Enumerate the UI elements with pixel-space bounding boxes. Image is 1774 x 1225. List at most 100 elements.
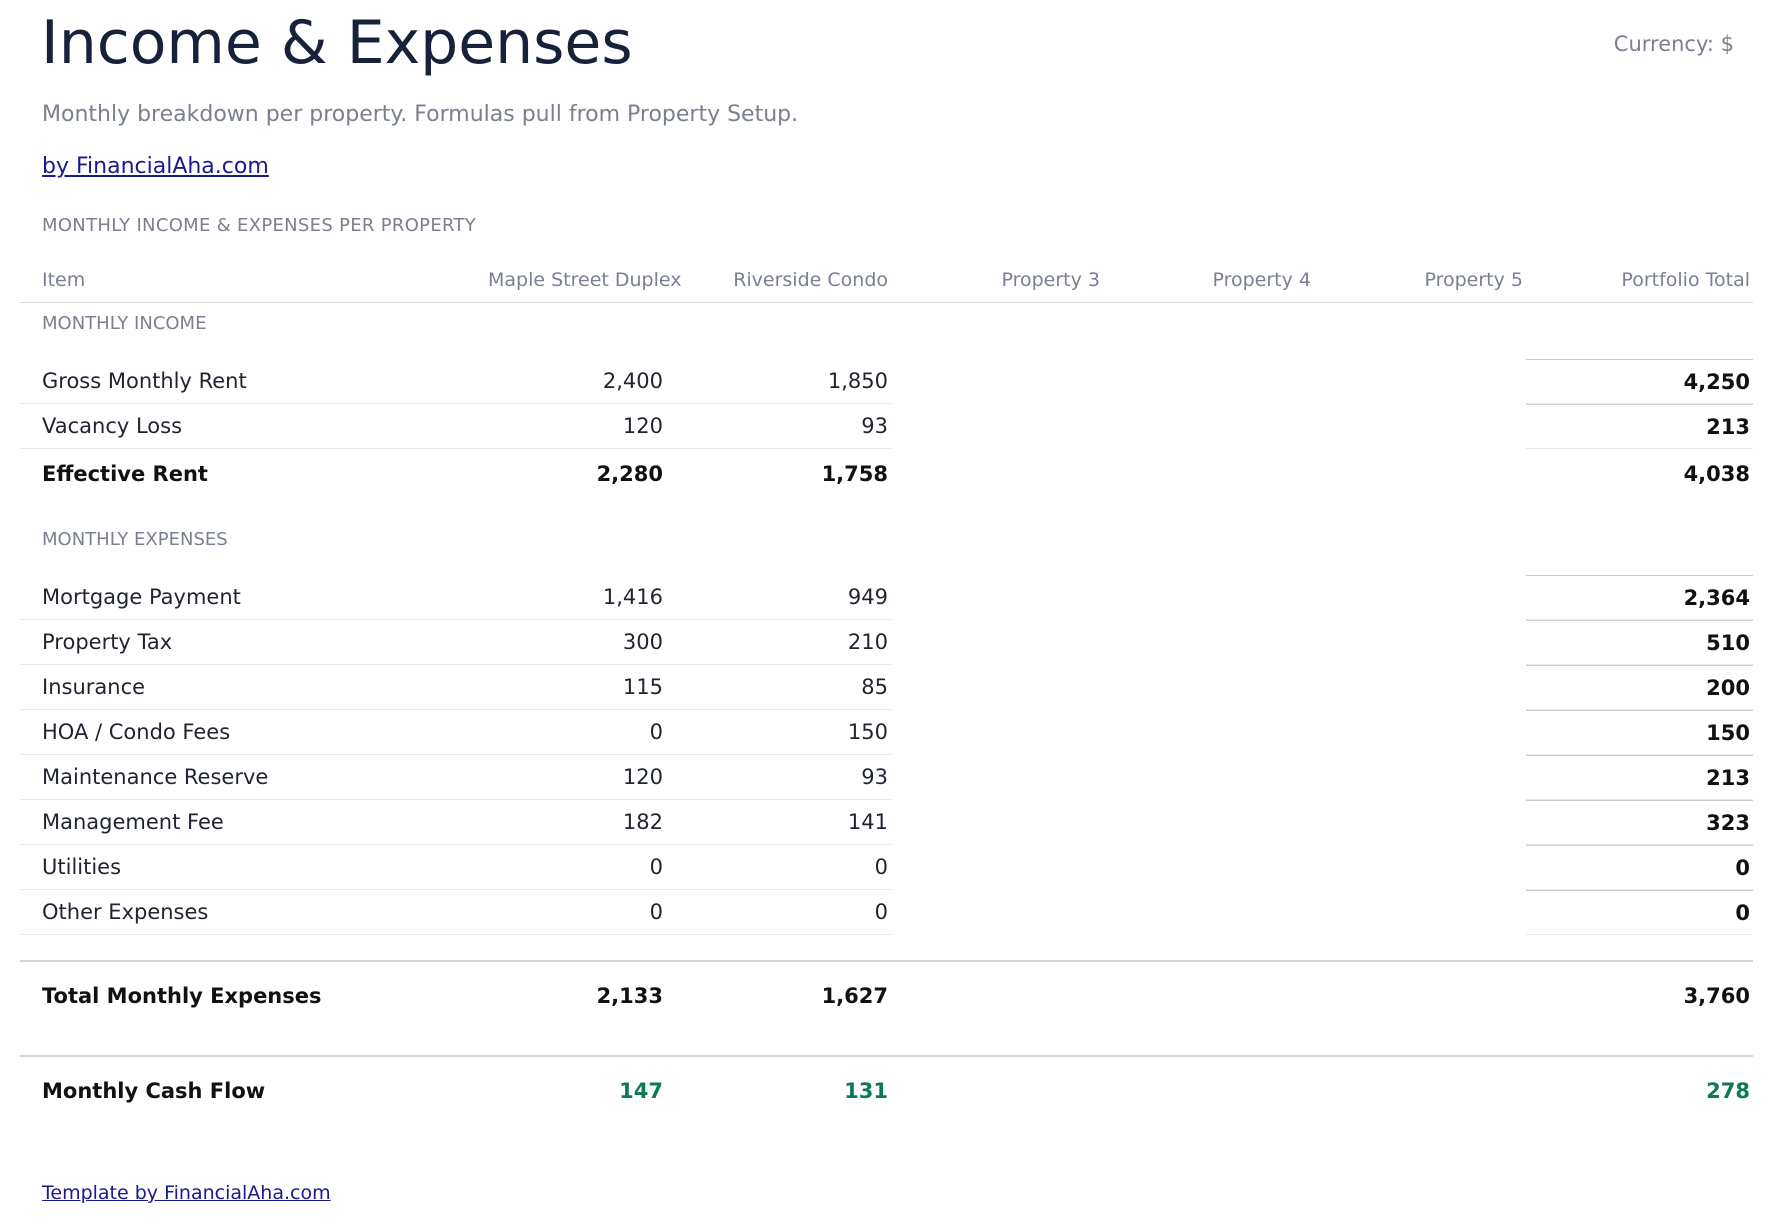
row-label: Other Expenses <box>20 890 466 935</box>
cell-value: 510 <box>1526 620 1753 665</box>
cell-value: 0 <box>466 710 666 755</box>
cell-value: 120 <box>466 755 666 800</box>
cell-value <box>891 404 1103 449</box>
cell-value <box>1103 620 1314 665</box>
cell-value <box>1103 890 1314 935</box>
cell-value <box>891 890 1103 935</box>
cell-value: 213 <box>1526 404 1753 449</box>
cell-value: 0 <box>1526 890 1753 935</box>
data-row: Gross Monthly Rent 2,400 1,850 4,250 <box>20 359 1753 404</box>
cell-value: 4,038 <box>1683 462 1750 486</box>
cell-value: 200 <box>1526 665 1753 710</box>
cell-value: 323 <box>1526 800 1753 845</box>
cell-value: Riverside Condo <box>733 269 888 291</box>
cell-value: 1,416 <box>466 575 666 620</box>
row-label: Property Tax <box>20 620 466 665</box>
cell-value <box>1314 755 1526 800</box>
cell-value: 278 <box>1706 1079 1750 1103</box>
cell-value <box>1103 359 1314 404</box>
data-row: HOA / Condo Fees 0 150 150 <box>20 710 1753 755</box>
cell-value: 2,280 <box>596 462 663 486</box>
cell-value: 93 <box>666 404 891 449</box>
cell-value: 4,250 <box>1526 359 1753 404</box>
cell-value: 210 <box>666 620 891 665</box>
section-label: MONTHLY INCOME & EXPENSES PER PROPERTY <box>42 215 477 236</box>
cell-value <box>1314 575 1526 620</box>
spacer <box>20 499 1753 519</box>
cell-value <box>1103 665 1314 710</box>
cell-value: 1,758 <box>821 462 888 486</box>
header-link[interactable]: by FinancialAha.com <box>42 154 269 179</box>
data-row: Mortgage Payment 1,416 949 2,364 <box>20 575 1753 620</box>
row-label: Maintenance Reserve <box>20 755 466 800</box>
cell-value: 3,760 <box>1683 984 1750 1008</box>
cell-value: 1,850 <box>666 359 891 404</box>
cell-value: 150 <box>1526 710 1753 755</box>
cell-value <box>891 845 1103 890</box>
header-row: Item Maple Street Duplex Riverside Condo Pr… <box>20 258 1753 303</box>
row-label: Utilities <box>20 845 466 890</box>
row-label: Gross Monthly Rent <box>20 359 466 404</box>
row-label: Total Monthly Expenses <box>42 984 322 1008</box>
cell-value: 0 <box>466 890 666 935</box>
subtitle: Monthly breakdown per property. Formulas… <box>42 102 799 127</box>
group-label: MONTHLY INCOME <box>42 313 207 334</box>
data-row: Management Fee 182 141 323 <box>20 800 1753 845</box>
cell-value: 0 <box>666 845 891 890</box>
data-row: Utilities 0 0 0 <box>20 845 1753 890</box>
currency-label: Currency: $ <box>1613 32 1734 56</box>
cell-value: Maple Street Duplex <box>488 269 682 291</box>
cell-value <box>891 665 1103 710</box>
cell-value: 93 <box>666 755 891 800</box>
cell-value <box>1314 710 1526 755</box>
row-label: Management Fee <box>20 800 466 845</box>
cell-value <box>891 575 1103 620</box>
cell-value <box>1103 710 1314 755</box>
row-label: Item <box>42 269 86 291</box>
table: Item Maple Street Duplex Riverside Condo Pr… <box>20 258 1753 1125</box>
cell-value: 0 <box>666 890 891 935</box>
cell-value: 147 <box>619 1079 663 1103</box>
cell-value: 213 <box>1526 755 1753 800</box>
cell-value: 150 <box>666 710 891 755</box>
cell-value <box>1103 404 1314 449</box>
cell-value <box>1314 845 1526 890</box>
cell-value: Property 4 <box>1212 269 1311 291</box>
cell-value <box>1103 800 1314 845</box>
total-row: Total Monthly Expenses 2,133 1,627 3,760 <box>20 960 1753 1030</box>
cell-value <box>891 359 1103 404</box>
cell-value: 2,133 <box>596 984 663 1008</box>
cell-value: 2,400 <box>466 359 666 404</box>
cell-value: 0 <box>466 845 666 890</box>
cell-value: 141 <box>666 800 891 845</box>
cash-flow-row: Monthly Cash Flow 147 131 278 <box>20 1055 1753 1125</box>
group-label: MONTHLY EXPENSES <box>42 529 228 550</box>
cell-value: 120 <box>466 404 666 449</box>
cell-value <box>891 620 1103 665</box>
data-row: Maintenance Reserve 120 93 213 <box>20 755 1753 800</box>
cell-value: 115 <box>466 665 666 710</box>
cell-value: Portfolio Total <box>1621 269 1750 291</box>
cell-value <box>1103 575 1314 620</box>
cell-value <box>1314 359 1526 404</box>
cell-value <box>1103 755 1314 800</box>
row-label: Monthly Cash Flow <box>42 1079 266 1103</box>
row-label: Insurance <box>20 665 466 710</box>
cell-value <box>891 710 1103 755</box>
cell-value <box>1314 665 1526 710</box>
total-row: Effective Rent 2,280 1,758 4,038 <box>20 449 1753 499</box>
cell-value: 85 <box>666 665 891 710</box>
cell-value <box>1314 620 1526 665</box>
page-title: Income & Expenses <box>41 8 633 78</box>
cell-value <box>1314 890 1526 935</box>
data-row: Property Tax 300 210 510 <box>20 620 1753 665</box>
cell-value <box>891 800 1103 845</box>
data-row: Vacancy Loss 120 93 213 <box>20 404 1753 449</box>
cell-value: 949 <box>666 575 891 620</box>
row-label: Vacancy Loss <box>20 404 466 449</box>
cell-value: 2,364 <box>1526 575 1753 620</box>
cell-value: 0 <box>1526 845 1753 890</box>
cell-value: 300 <box>466 620 666 665</box>
footer-link[interactable]: Template by FinancialAha.com <box>42 1182 331 1204</box>
